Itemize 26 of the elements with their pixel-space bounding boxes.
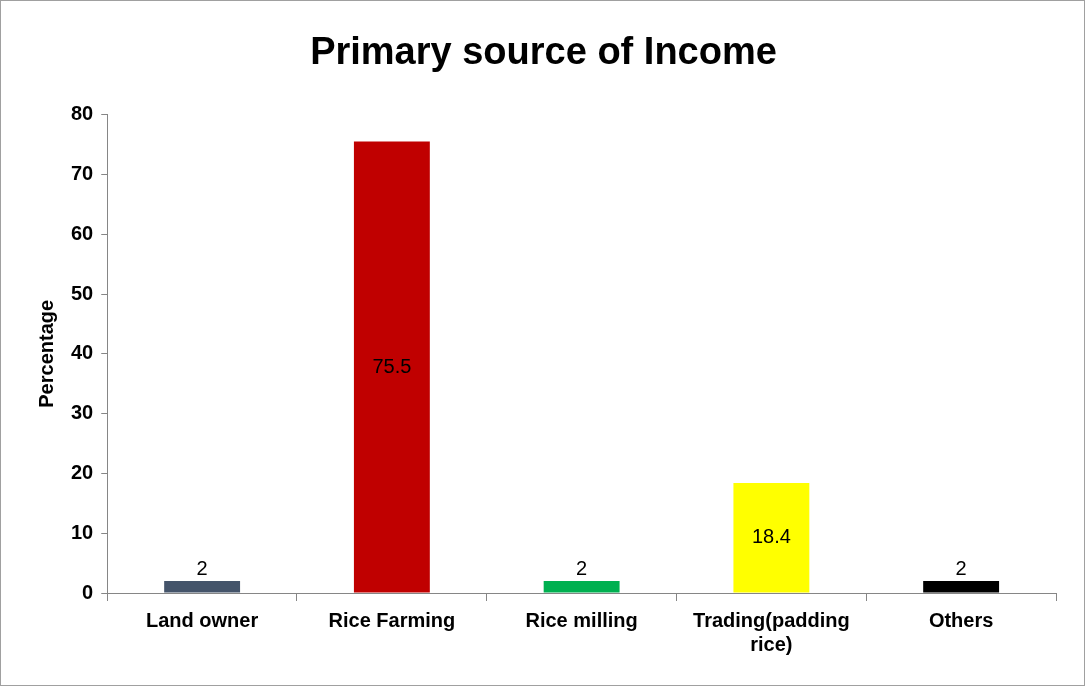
bar	[353, 141, 430, 593]
y-tick-label: 40	[71, 341, 94, 364]
y-tick-label: 80	[71, 102, 94, 125]
x-tick-label: Trading(padding rice)	[693, 608, 850, 655]
y-tick-label: 0	[82, 580, 94, 603]
x-tick-label: Rice Farming	[328, 608, 456, 631]
y-axis-title: Percentage	[34, 299, 57, 408]
y-tick-label: 30	[71, 401, 94, 424]
y-tick-label: 60	[71, 221, 94, 244]
data-label: 2	[576, 556, 588, 579]
data-label: 2	[196, 556, 208, 579]
bar	[164, 581, 241, 593]
x-tick-label: Rice milling	[525, 608, 638, 631]
data-label: 18.4	[751, 525, 791, 548]
data-label: 2	[955, 556, 967, 579]
y-tick-label: 20	[71, 460, 94, 483]
y-tick-label: 10	[71, 520, 94, 543]
bar	[923, 581, 1000, 593]
y-tick-label: 70	[71, 161, 94, 184]
y-tick-label: 50	[71, 281, 94, 304]
x-tick-label: Others	[928, 608, 994, 631]
bar	[543, 581, 620, 593]
bar	[733, 482, 810, 593]
data-label: 75.5	[372, 354, 412, 377]
chart-title: Primary source of Income	[310, 30, 777, 73]
x-tick-label: Land owner	[146, 608, 259, 631]
